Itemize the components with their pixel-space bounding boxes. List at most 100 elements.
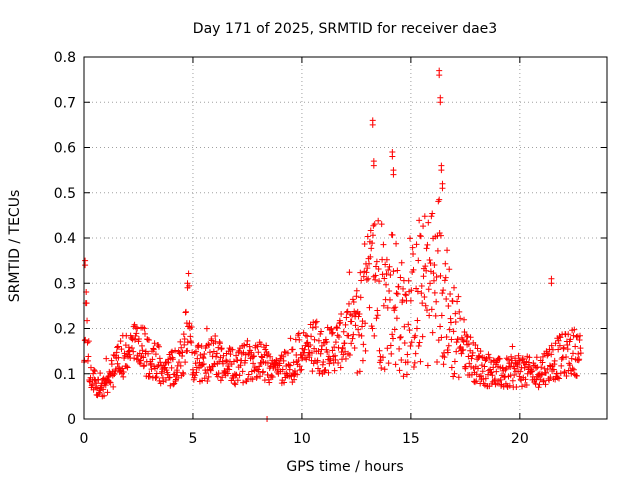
data-point xyxy=(203,370,210,377)
data-point xyxy=(375,217,382,224)
data-point xyxy=(540,377,547,384)
data-point xyxy=(348,340,355,347)
data-point xyxy=(572,343,579,350)
y-tick-label: 0.3 xyxy=(54,276,76,292)
data-point xyxy=(206,349,213,356)
data-point xyxy=(424,362,431,369)
data-point xyxy=(568,370,575,377)
data-point xyxy=(424,241,431,248)
data-point xyxy=(497,376,504,383)
data-point xyxy=(461,329,468,336)
data-point xyxy=(465,353,472,360)
data-point xyxy=(280,357,287,364)
data-point xyxy=(416,339,423,346)
data-point xyxy=(230,358,237,365)
data-point xyxy=(219,374,226,381)
data-point xyxy=(502,366,509,373)
data-point xyxy=(87,364,94,371)
data-point xyxy=(308,349,315,356)
data-point xyxy=(357,269,364,276)
data-point xyxy=(532,380,539,387)
data-point xyxy=(245,371,252,378)
data-point xyxy=(446,326,453,333)
data-point xyxy=(444,247,451,254)
data-point xyxy=(552,340,559,347)
data-point xyxy=(304,339,311,346)
data-point xyxy=(132,332,139,339)
data-point xyxy=(248,368,255,375)
data-point xyxy=(370,162,377,169)
data-point xyxy=(403,371,410,378)
data-point xyxy=(417,232,424,239)
data-point xyxy=(509,377,516,384)
data-point xyxy=(100,386,107,393)
data-point xyxy=(394,267,401,274)
data-point xyxy=(148,366,155,373)
data-point xyxy=(445,302,452,309)
data-point xyxy=(287,335,294,342)
data-point xyxy=(141,325,148,332)
chart-title: Day 171 of 2025, SRMTID for receiver dae… xyxy=(193,21,497,37)
data-point xyxy=(335,334,342,341)
data-point xyxy=(389,153,396,160)
data-point xyxy=(249,376,256,383)
data-point xyxy=(411,359,418,366)
data-point xyxy=(185,270,192,277)
data-point xyxy=(111,370,118,377)
data-point xyxy=(359,357,366,364)
data-point xyxy=(542,381,549,388)
data-point xyxy=(328,330,335,337)
data-point xyxy=(101,392,108,399)
data-point xyxy=(401,339,408,346)
data-point xyxy=(400,285,407,292)
data-point xyxy=(248,349,255,356)
data-point xyxy=(104,389,111,396)
data-point xyxy=(205,373,212,380)
data-point xyxy=(486,354,493,361)
data-point xyxy=(473,378,480,385)
data-point xyxy=(482,357,489,364)
data-point xyxy=(349,296,356,303)
y-tick-label: 0.4 xyxy=(54,231,76,247)
data-point xyxy=(566,362,573,369)
data-point xyxy=(335,360,342,367)
data-point xyxy=(571,326,578,333)
data-point xyxy=(554,374,561,381)
data-point xyxy=(343,309,350,316)
data-point xyxy=(281,379,288,386)
data-point xyxy=(392,361,399,368)
data-point xyxy=(303,356,310,363)
data-point xyxy=(465,341,472,348)
data-point xyxy=(338,311,345,318)
data-point xyxy=(281,348,288,355)
data-point xyxy=(493,368,500,375)
x-tick-label: 10 xyxy=(293,431,311,447)
data-point xyxy=(337,319,344,326)
data-point xyxy=(433,298,440,305)
data-point xyxy=(326,360,333,367)
data-point xyxy=(507,363,514,370)
data-point xyxy=(340,328,347,335)
data-point xyxy=(291,376,298,383)
data-point xyxy=(91,368,98,375)
data-point xyxy=(135,356,142,363)
data-point xyxy=(188,324,195,331)
data-point xyxy=(236,347,243,354)
data-point xyxy=(393,240,400,247)
data-point xyxy=(496,355,503,362)
data-point xyxy=(380,302,387,309)
data-point xyxy=(188,339,195,346)
data-point xyxy=(170,381,177,388)
data-point xyxy=(417,233,424,240)
data-point xyxy=(383,281,390,288)
data-point xyxy=(491,376,498,383)
data-point xyxy=(212,332,219,339)
data-point xyxy=(364,265,371,272)
data-point xyxy=(388,350,395,357)
data-point xyxy=(145,350,152,357)
data-point xyxy=(217,377,224,384)
data-point xyxy=(232,381,239,388)
data-point xyxy=(422,302,429,309)
data-point xyxy=(576,356,583,363)
data-point xyxy=(358,277,365,284)
